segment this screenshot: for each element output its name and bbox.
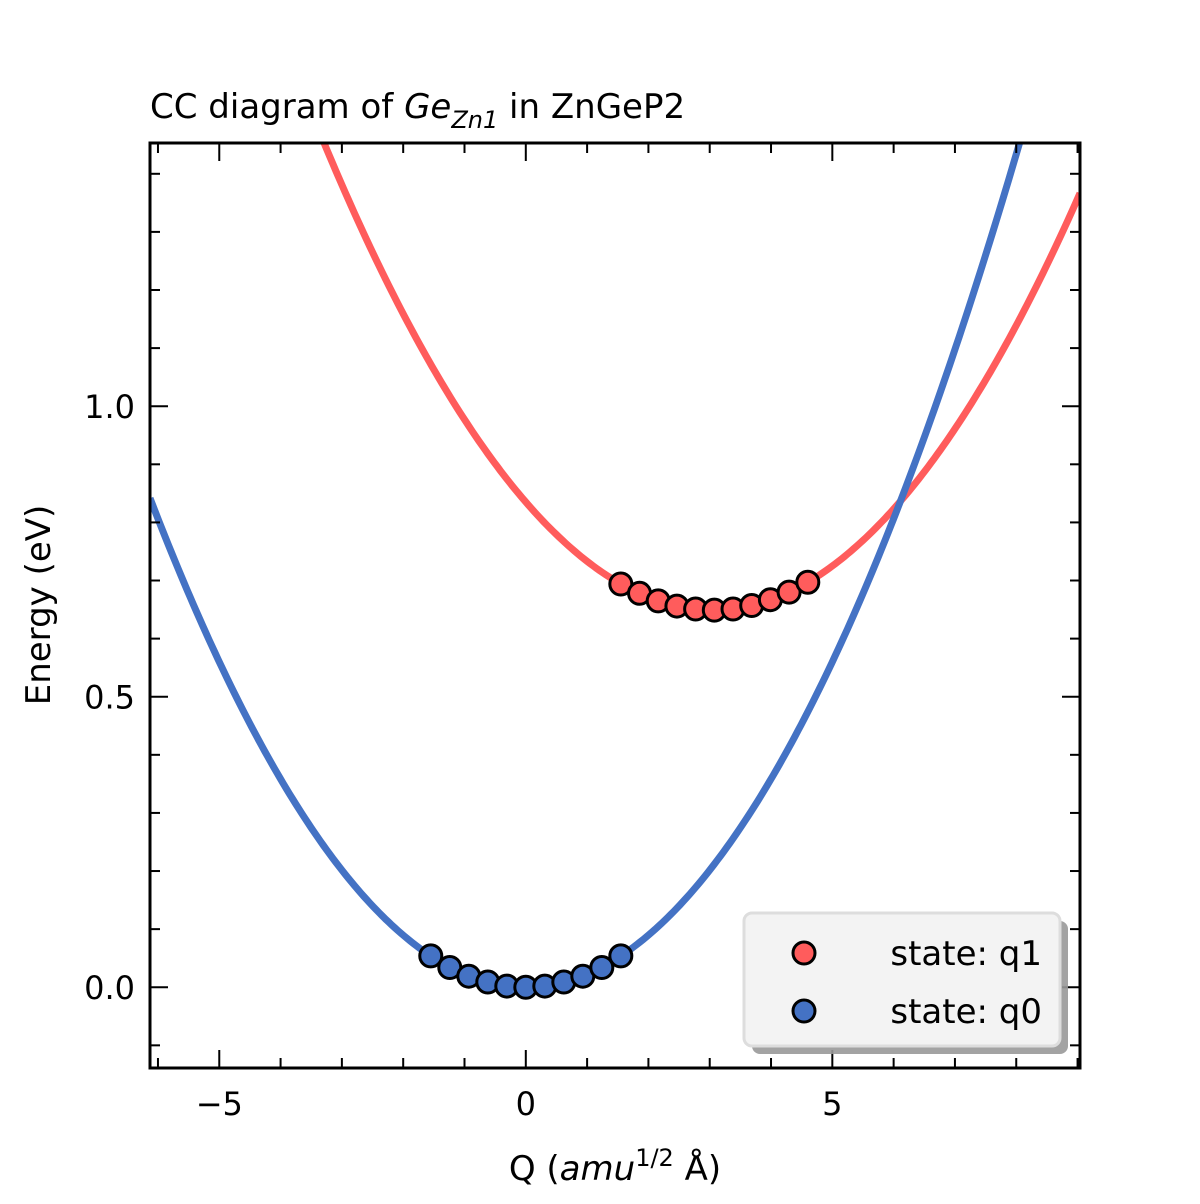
x-tick-label: −5 [196,1085,243,1123]
y-tick-label: 0.5 [84,679,135,717]
legend-label: state: q1 [890,934,1042,974]
data-point-q1 [776,579,802,605]
x-tick-label: 0 [516,1085,536,1123]
y-axis-label: Energy (eV) [19,505,59,706]
legend-marker [791,998,817,1024]
data-point-q1 [795,569,821,595]
data-point-q0 [418,943,444,969]
x-tick-label: 5 [822,1085,842,1123]
x-axis-label: Q (amu1/2 Å) [509,1144,721,1189]
legend-label: state: q0 [890,992,1042,1032]
y-tick-label: 0.0 [84,969,135,1007]
fit-curve-1 [150,143,1024,991]
y-tick-label: 1.0 [84,388,135,426]
data-point-q0 [589,954,615,980]
plot-frame [148,141,1082,1070]
chart-title: CC diagram of GeZn1 in ZnGeP2 [150,87,685,134]
data-point-q0 [608,943,634,969]
legend-marker [791,940,817,966]
legend: state: q1 state: q0 [742,911,1068,1054]
